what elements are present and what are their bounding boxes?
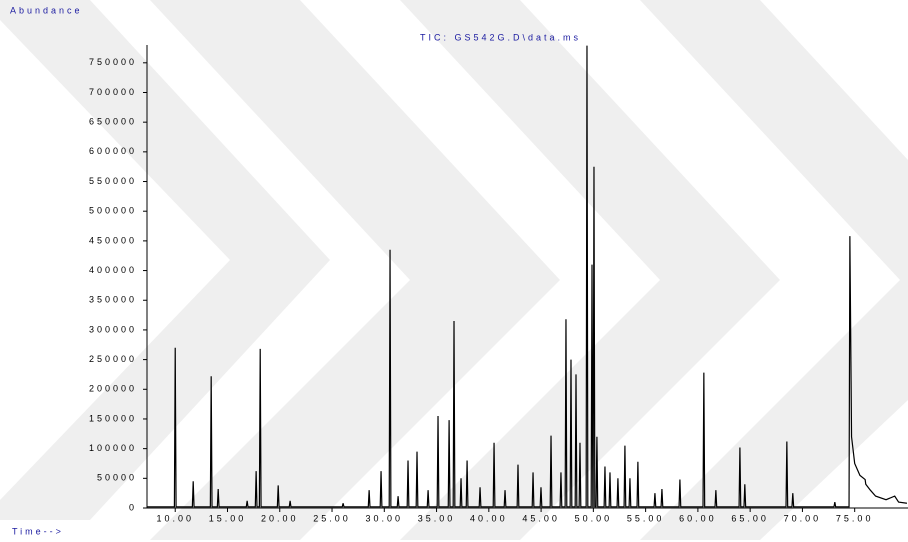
x-tick-label: 65.00 <box>731 513 769 523</box>
x-axis-label: Time--> <box>12 526 64 536</box>
y-tick-label: 650000 <box>89 117 137 127</box>
x-tick-label: 40.00 <box>470 513 508 523</box>
y-tick-label: 100000 <box>89 443 137 453</box>
x-tick-label: 35.00 <box>418 513 456 523</box>
x-tick-label: 75.00 <box>836 513 874 523</box>
y-tick-label: 300000 <box>89 324 137 334</box>
y-tick-label: 350000 <box>89 295 137 305</box>
x-tick-label: 45.00 <box>522 513 560 523</box>
x-tick-label: 50.00 <box>575 513 613 523</box>
y-tick-label: 50000 <box>97 473 137 483</box>
y-tick-label: 600000 <box>89 146 137 156</box>
y-tick-label: 550000 <box>89 176 137 186</box>
y-tick-label: 500000 <box>89 206 137 216</box>
x-tick-label: 30.00 <box>366 513 404 523</box>
x-tick-label: 10.00 <box>156 513 194 523</box>
chart-title: TIC: GS542G.D\data.ms <box>420 32 581 42</box>
y-axis-label: Abundance <box>10 5 83 15</box>
trace <box>147 45 908 508</box>
y-tick-label: 400000 <box>89 265 137 275</box>
y-tick-label: 450000 <box>89 235 137 245</box>
x-tick-label: 60.00 <box>679 513 717 523</box>
y-tick-label: 700000 <box>89 87 137 97</box>
x-tick-label: 20.00 <box>261 513 299 523</box>
y-tick-label: 750000 <box>89 57 137 67</box>
x-tick-label: 25.00 <box>313 513 351 523</box>
y-tick-label: 150000 <box>89 413 137 423</box>
y-tick-label: 0 <box>129 502 137 512</box>
x-tick-label: 70.00 <box>784 513 822 523</box>
y-tick-label: 200000 <box>89 384 137 394</box>
x-tick-label: 15.00 <box>209 513 247 523</box>
x-tick-label: 55.00 <box>627 513 665 523</box>
y-tick-label: 250000 <box>89 354 137 364</box>
